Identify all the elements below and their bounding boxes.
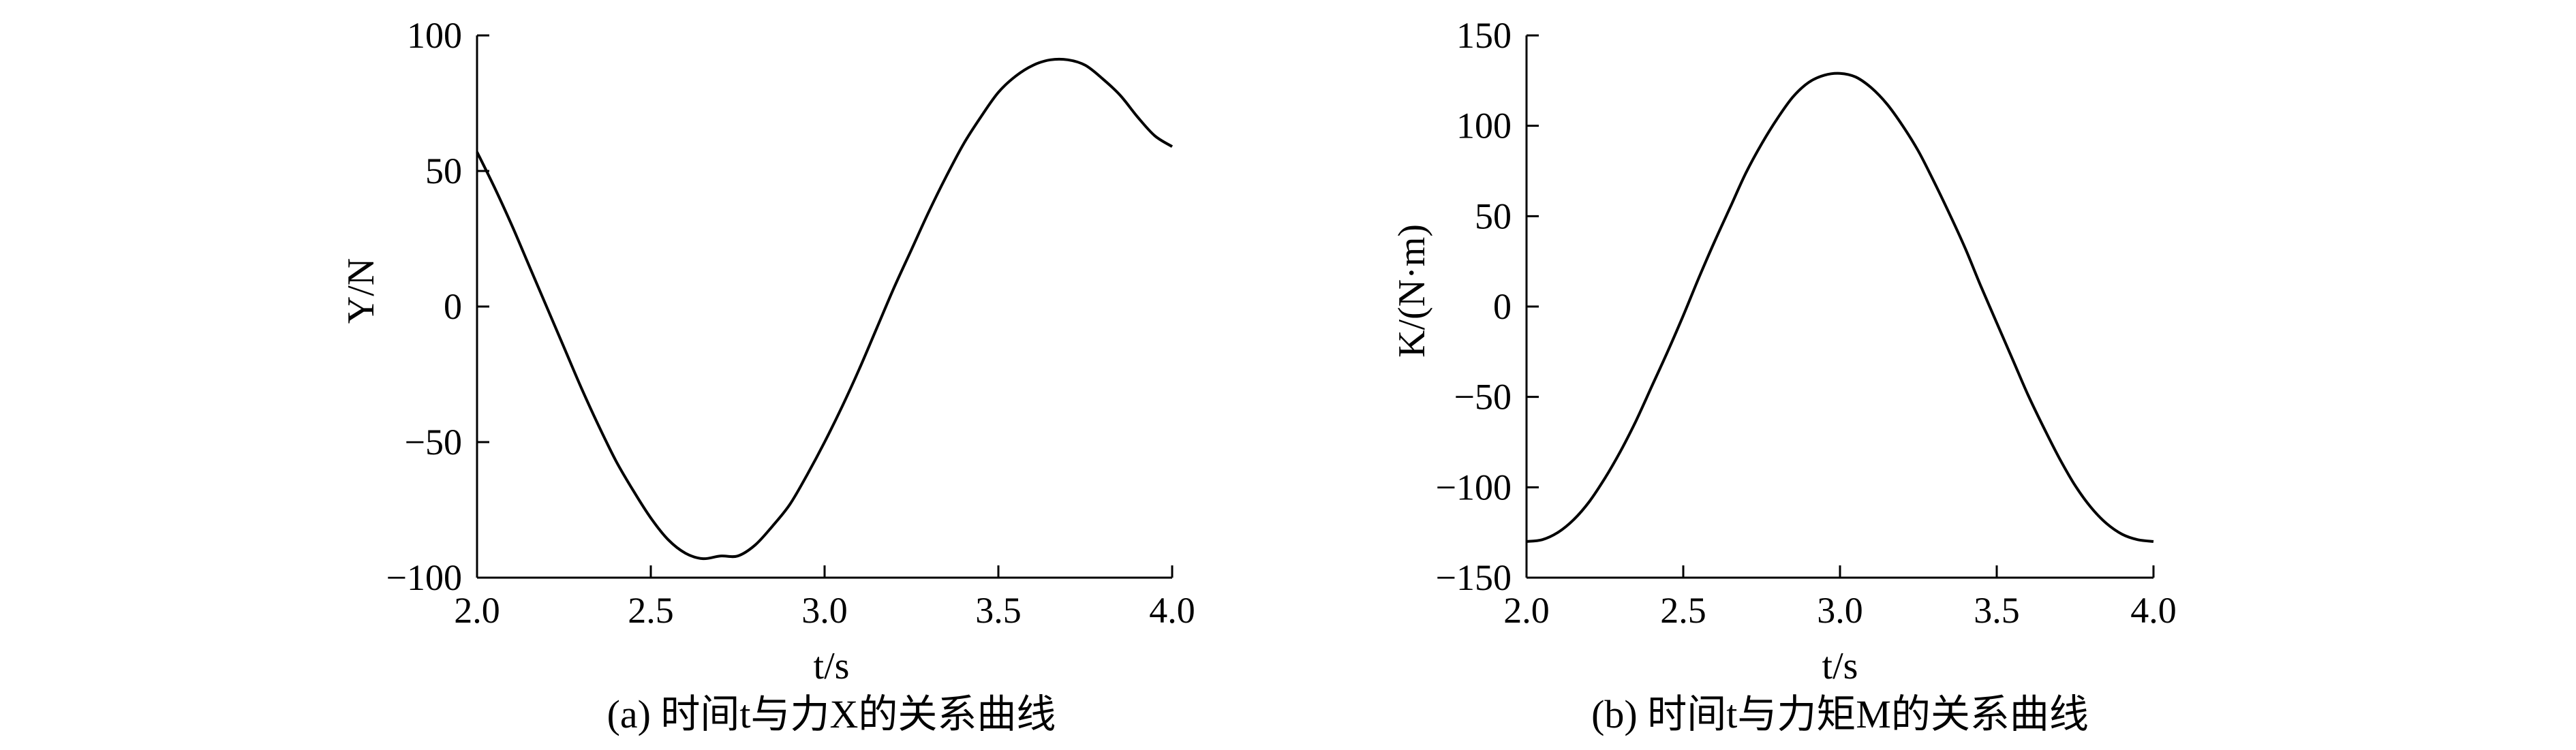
x-tick-label: 2.0 xyxy=(454,590,500,631)
chart-a-axes xyxy=(477,35,1172,578)
y-tick-label: −50 xyxy=(405,422,462,463)
chart-a-xlabel: t/s xyxy=(814,645,850,687)
chart-a-series-line xyxy=(477,59,1172,559)
x-tick-label: 4.0 xyxy=(2130,590,2177,631)
x-tick-label: 4.0 xyxy=(1149,590,1195,631)
x-tick-label: 2.5 xyxy=(628,590,674,631)
y-tick-label: 100 xyxy=(407,15,462,56)
y-tick-label: 50 xyxy=(1475,196,1512,236)
x-tick-label: 2.5 xyxy=(1660,590,1706,631)
chart-b-caption: (b) 时间t与力矩M的关系曲线 xyxy=(1591,692,2089,736)
x-tick-label: 3.5 xyxy=(975,590,1022,631)
chart-b: 150 100 50 0 −50 −100 −150 2.0 2.5 3.0 3.5 4.0 K/(… xyxy=(1391,15,2177,736)
y-tick-label: −150 xyxy=(1436,557,1512,598)
chart-b-axes xyxy=(1527,35,2153,578)
chart-a-x-ticks: 2.0 2.5 3.0 3.5 4.0 xyxy=(454,565,1195,631)
chart-b-xlabel: t/s xyxy=(1822,645,1858,687)
y-tick-label: −100 xyxy=(386,557,462,598)
x-tick-label: 3.0 xyxy=(1817,590,1863,631)
x-tick-label: 3.5 xyxy=(1974,590,2020,631)
x-tick-label: 3.0 xyxy=(801,590,848,631)
y-tick-label: 50 xyxy=(425,151,462,191)
chart-a-y-ticks: 100 50 0 −50 −100 xyxy=(386,15,489,598)
chart-b-series-line xyxy=(1527,74,2153,542)
chart-b-ylabel: K/(N·m) xyxy=(1391,224,1433,358)
x-tick-label: 2.0 xyxy=(1503,590,1550,631)
chart-a-caption: (a) 时间t与力X的关系曲线 xyxy=(607,692,1056,736)
y-tick-label: 100 xyxy=(1456,106,1512,146)
chart-b-y-ticks: 150 100 50 0 −50 −100 −150 xyxy=(1436,15,1539,598)
y-tick-label: 150 xyxy=(1456,15,1512,56)
y-tick-label: 0 xyxy=(444,286,462,327)
y-tick-label: −100 xyxy=(1436,467,1512,507)
chart-a-ylabel: Y/N xyxy=(340,258,382,324)
y-tick-label: −50 xyxy=(1454,377,1512,418)
y-tick-label: 0 xyxy=(1493,286,1512,327)
chart-a: 100 50 0 −50 −100 2.0 2.5 3.0 3.5 4.0 Y/N t/s (a… xyxy=(340,15,1195,736)
chart-b-x-ticks: 2.0 2.5 3.0 3.5 4.0 xyxy=(1503,565,2177,631)
